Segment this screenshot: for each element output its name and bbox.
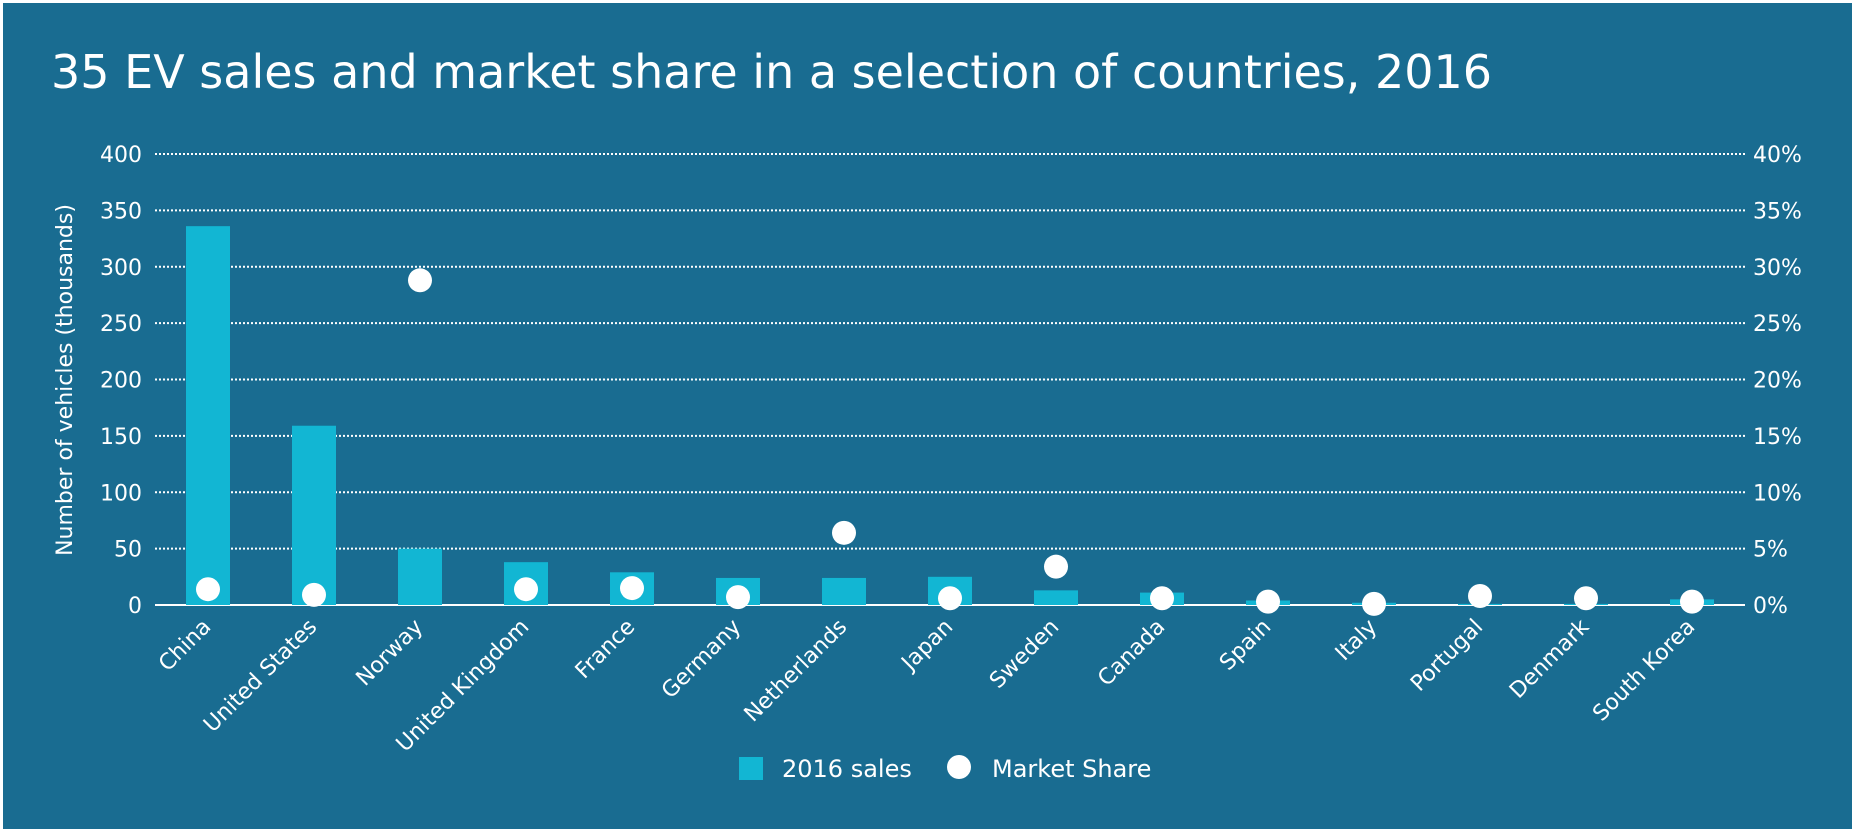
chart-background: 35 EV sales and market share in a select… (3, 3, 1852, 829)
bar (398, 548, 442, 605)
chart-title: 35 EV sales and market share in a select… (51, 45, 1493, 99)
category-label: Sweden (985, 615, 1064, 694)
market-share-point (514, 577, 538, 602)
bar (822, 577, 866, 605)
bar (1034, 590, 1078, 605)
category-label: Netherlands (740, 615, 853, 728)
market-share-point (1468, 583, 1492, 608)
market-share-point (196, 577, 220, 602)
y-axis-title: Number of vehicles (thousands) (53, 204, 78, 556)
y-tick-label: 150 (100, 425, 142, 450)
market-share-point (1150, 586, 1174, 611)
category-label: Japan (896, 615, 958, 677)
market-share-point (938, 586, 962, 611)
legend: 2016 sales Market Share (739, 755, 1151, 783)
y2-tick-label: 30% (1753, 256, 1802, 281)
market-share-point (1362, 591, 1386, 616)
market-share-point (1574, 586, 1598, 611)
y2-tick-label: 15% (1753, 425, 1802, 450)
y-tick-label: 300 (100, 256, 142, 281)
y2-tick-label: 25% (1753, 312, 1802, 337)
legend-label-market-share: Market Share (992, 755, 1151, 783)
market-share-point (620, 576, 644, 601)
market-share-point (302, 582, 326, 607)
category-label: Norway (352, 615, 429, 692)
y-tick-label: 50 (114, 538, 142, 563)
category-label: France (571, 615, 640, 684)
y-tick-label: 0 (128, 594, 142, 619)
category-label: China (154, 615, 216, 677)
category-label: United States (199, 615, 322, 738)
category-label: Denmark (1505, 614, 1594, 703)
left-axis-ticks: 0 50 100 150 200 250 300 350 400 (100, 143, 142, 619)
y-tick-label: 400 (100, 143, 142, 168)
category-label: Canada (1093, 615, 1170, 692)
y2-tick-label: 20% (1753, 369, 1802, 394)
y2-tick-label: 5% (1753, 538, 1788, 563)
market-share-point (1256, 589, 1280, 614)
y-tick-label: 250 (100, 312, 142, 337)
legend-swatch-sales (739, 757, 763, 780)
market-share-point (726, 585, 750, 610)
category-label: Italy (1331, 615, 1382, 666)
legend-label-sales: 2016 sales (782, 755, 912, 783)
category-label: South Korea (1588, 615, 1700, 727)
gridlines (155, 153, 1745, 606)
y-tick-label: 100 (100, 481, 142, 506)
category-label: Germany (657, 615, 746, 704)
y2-tick-label: 35% (1753, 199, 1802, 224)
y-tick-label: 200 (100, 369, 142, 394)
market-share-point (1044, 554, 1068, 579)
market-share-point (1680, 589, 1704, 614)
market-share-point (832, 520, 856, 545)
market-share-point (408, 268, 432, 293)
right-axis-ticks: 0% 5% 10% 15% 20% 25% 30% 35% 40% (1753, 143, 1802, 619)
category-label: Portugal (1406, 615, 1488, 697)
y2-tick-label: 10% (1753, 481, 1802, 506)
y-tick-label: 350 (100, 199, 142, 224)
category-label: Spain (1215, 615, 1276, 676)
bar (186, 226, 230, 605)
market-share-series (196, 268, 1704, 616)
y2-tick-label: 0% (1753, 594, 1788, 619)
legend-swatch-market-share (947, 755, 971, 779)
bar (292, 425, 336, 605)
y2-tick-label: 40% (1753, 143, 1802, 168)
